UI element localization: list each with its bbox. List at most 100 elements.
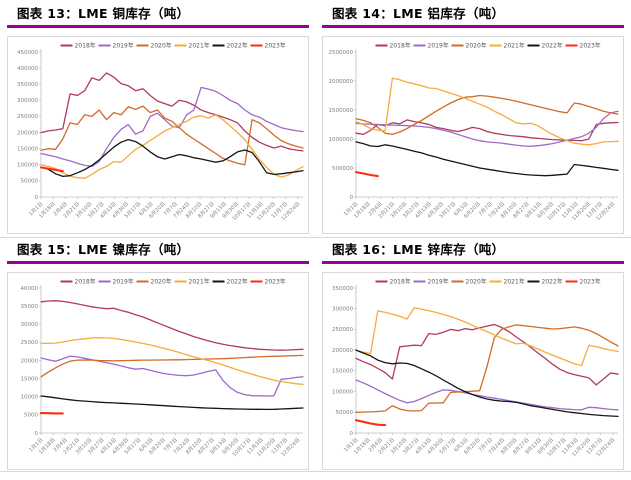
series-line-2019年 bbox=[355, 110, 619, 147]
chart-title-nickel: 图表 15：LME 镍库存（吨） bbox=[17, 242, 190, 257]
y-tick-label: 20000 bbox=[21, 358, 39, 364]
y-tick-label: 25000 bbox=[21, 340, 39, 346]
row-divider bbox=[0, 237, 631, 238]
page-bottom-divider bbox=[0, 471, 631, 472]
legend-item: 2018年 bbox=[60, 41, 96, 49]
legend-label: 2018年 bbox=[75, 41, 96, 49]
legend-label: 2020年 bbox=[151, 41, 172, 49]
series-line-2018年 bbox=[40, 299, 304, 351]
series-line-2018年 bbox=[355, 323, 619, 386]
legend-label: 2023年 bbox=[580, 41, 601, 49]
y-tick-label: 150000 bbox=[332, 368, 353, 374]
legend-item: 2022年 bbox=[527, 41, 563, 49]
legend-item: 2022年 bbox=[212, 277, 248, 285]
legend-label: 2023年 bbox=[580, 277, 601, 285]
legend-label: 2020年 bbox=[151, 277, 172, 285]
y-tick-label: 2500000 bbox=[329, 49, 354, 55]
series-line-2019年 bbox=[40, 354, 304, 397]
series-line-2021年 bbox=[40, 113, 304, 179]
legend-item: 2020年 bbox=[136, 277, 172, 285]
legend-label: 2019年 bbox=[428, 41, 449, 49]
chart-frame: 0 5000 10000 15000 20000 25000 30000 35000 40000… bbox=[7, 271, 309, 470]
legend-label: 2019年 bbox=[428, 277, 449, 285]
y-tick-label: 0 bbox=[35, 430, 39, 436]
legend-item: 2023年 bbox=[250, 41, 286, 49]
legend-item: 2023年 bbox=[250, 277, 286, 285]
y-tick-label: 350000 bbox=[17, 82, 38, 88]
y-tick-label: 400000 bbox=[17, 65, 38, 71]
aluminum-line-chart: 050000010000001500000200000025000001月1日1… bbox=[329, 41, 619, 222]
copper-line-chart: 0 50000 100000 150000 200000 250000 300000 3500… bbox=[17, 41, 304, 222]
legend-label: 2022年 bbox=[542, 41, 563, 49]
legend-item: 2021年 bbox=[174, 277, 210, 285]
legend-item: 2021年 bbox=[174, 41, 210, 49]
legend-item: 2020年 bbox=[451, 277, 487, 285]
chart-title-aluminum: 图表 14：LME 铝库存（吨） bbox=[332, 6, 505, 21]
legend-label: 2021年 bbox=[504, 41, 525, 49]
legend-label: 2019年 bbox=[113, 277, 134, 285]
legend-label: 2022年 bbox=[542, 277, 563, 285]
legend-label: 2021年 bbox=[504, 277, 525, 285]
series-line-2021年 bbox=[355, 76, 619, 145]
chart-frame: 0 50000 100000 150000 200000 250000 300000 3500… bbox=[7, 35, 309, 234]
chart-title-copper: 图表 13：LME 铜库存（吨） bbox=[17, 6, 190, 21]
series-line-2020年 bbox=[40, 354, 304, 377]
zinc-line-chart: 0 50000 100000 150000 200000 250000 300000 3500… bbox=[332, 277, 619, 458]
y-tick-label: 0 bbox=[350, 194, 354, 200]
title-underline-rule bbox=[7, 261, 309, 264]
chart-frame: 0 50000 100000 150000 200000 250000 300000 3500… bbox=[322, 271, 624, 470]
y-tick-label: 100000 bbox=[332, 389, 353, 395]
y-tick-label: 5000 bbox=[24, 412, 38, 418]
y-tick-label: 100000 bbox=[17, 162, 38, 168]
y-tick-label: 1500000 bbox=[329, 107, 354, 113]
legend-label: 2020年 bbox=[466, 41, 487, 49]
legend-item: 2018年 bbox=[375, 277, 411, 285]
legend-label: 2021年 bbox=[189, 277, 210, 285]
y-tick-label: 50000 bbox=[336, 410, 354, 416]
y-tick-label: 0 bbox=[350, 430, 354, 436]
series-line-2023年 bbox=[354, 170, 379, 177]
chart-panel-aluminum: 图表 14：LME 铝库存（吨） 0 500000 1000000 1500000 20… bbox=[322, 4, 624, 240]
y-tick-label: 300000 bbox=[17, 98, 38, 104]
series-line-2019年 bbox=[355, 378, 619, 410]
nickel-line-chart: 0 5000 10000 15000 20000 25000 30000 35000 40000… bbox=[21, 277, 304, 458]
series-line-2022年 bbox=[355, 348, 619, 417]
legend-item: 2022年 bbox=[212, 41, 248, 49]
legend-label: 2022年 bbox=[227, 277, 248, 285]
chart-panel-zinc: 图表 16：LME 锌库存（吨） 0 50000 100000 150000 20000… bbox=[322, 240, 624, 476]
series-line-2023年 bbox=[39, 165, 64, 172]
y-tick-label: 200000 bbox=[332, 347, 353, 353]
series-line-2020年 bbox=[40, 104, 304, 165]
legend-item: 2021年 bbox=[489, 277, 525, 285]
chart-panel-copper: 图表 13：LME 铜库存（吨） 0 50000 100000 150000 20000… bbox=[7, 4, 309, 240]
y-tick-label: 35000 bbox=[21, 303, 39, 309]
legend-label: 2023年 bbox=[265, 277, 286, 285]
legend-label: 2019年 bbox=[113, 41, 134, 49]
legend-item: 2020年 bbox=[451, 41, 487, 49]
series-line-2021年 bbox=[40, 336, 304, 385]
series-line-2019年 bbox=[40, 86, 304, 167]
y-tick-label: 10000 bbox=[21, 394, 39, 400]
legend-item: 2023年 bbox=[565, 277, 601, 285]
y-tick-label: 450000 bbox=[17, 49, 38, 55]
chart-title-zinc: 图表 16：LME 锌库存（吨） bbox=[332, 242, 505, 257]
legend-label: 2021年 bbox=[189, 41, 210, 49]
legend-label: 2023年 bbox=[265, 41, 286, 49]
legend-label: 2018年 bbox=[75, 277, 96, 285]
legend-item: 2019年 bbox=[413, 41, 449, 49]
legend-item: 2018年 bbox=[60, 277, 96, 285]
y-tick-label: 30000 bbox=[21, 322, 39, 328]
y-tick-label: 15000 bbox=[21, 376, 39, 382]
series-line-2018年 bbox=[355, 118, 619, 141]
legend-label: 2022年 bbox=[227, 41, 248, 49]
series-line-2021年 bbox=[355, 306, 619, 366]
legend-label: 2020年 bbox=[466, 277, 487, 285]
y-tick-label: 0 bbox=[35, 194, 39, 200]
y-tick-label: 150000 bbox=[17, 146, 38, 152]
y-tick-label: 500000 bbox=[332, 165, 353, 171]
y-tick-label: 350000 bbox=[332, 285, 353, 291]
legend-item: 2022年 bbox=[527, 277, 563, 285]
legend-item: 2021年 bbox=[489, 41, 525, 49]
